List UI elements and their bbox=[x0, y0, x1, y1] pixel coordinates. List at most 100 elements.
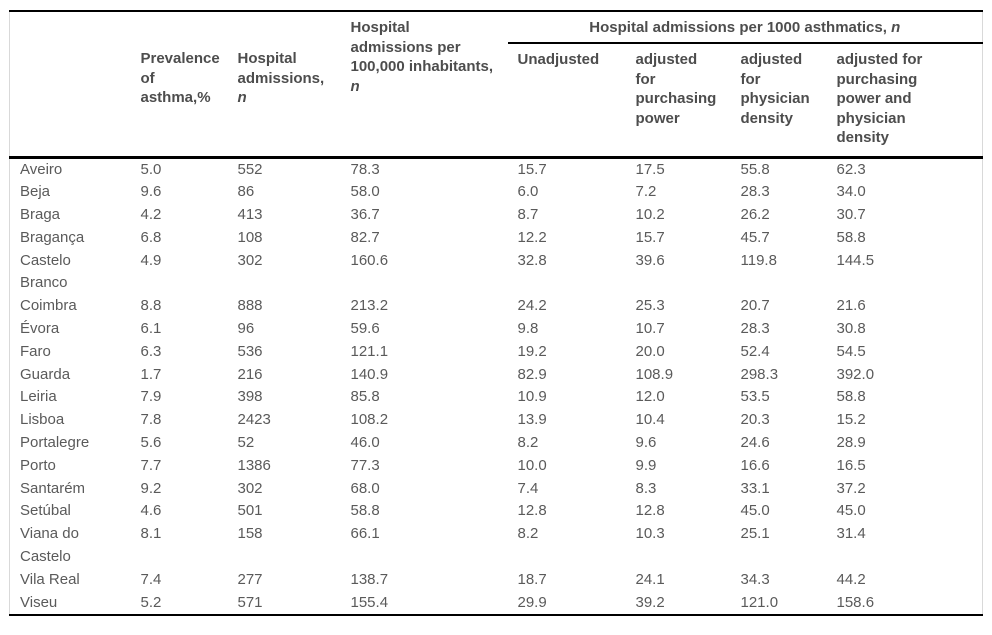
header-italic-n: n bbox=[350, 77, 360, 95]
table-row: Beja 9.6 86 58.0 6.0 7.2 28.3 34.0 bbox=[10, 181, 983, 204]
value-cell: 302 bbox=[237, 479, 263, 497]
value-cell: 15.7 bbox=[635, 228, 665, 246]
table-row: Viana do Castelo 8.1 158 66.1 8.2 10.3 25.1 31.… bbox=[10, 523, 983, 569]
value-cell: 26.2 bbox=[740, 206, 770, 224]
header-hospital-admissions: Hospital admissions, n bbox=[227, 43, 341, 159]
value-cell: 6.1 bbox=[140, 320, 162, 338]
value-cell: 20.0 bbox=[635, 342, 665, 360]
header-unadjusted: Unadjusted bbox=[507, 43, 626, 159]
value-cell: 571 bbox=[237, 593, 263, 611]
value-cell: 54.5 bbox=[836, 342, 866, 360]
value-cell: 46.0 bbox=[350, 434, 380, 452]
value-cell: 9.6 bbox=[635, 434, 657, 452]
value-cell: 32.8 bbox=[517, 251, 547, 269]
value-cell: 24.6 bbox=[740, 434, 770, 452]
value-cell: 96 bbox=[237, 320, 255, 338]
district-cell: Beja bbox=[20, 183, 51, 201]
value-cell: 21.6 bbox=[836, 297, 866, 315]
value-cell: 20.3 bbox=[740, 411, 770, 429]
header-sub-row: Prevalence of asthma,% Hospital admissio… bbox=[9, 43, 983, 159]
table-row: Évora 6.1 96 59.6 9.8 10.7 28.3 30.8 bbox=[10, 318, 983, 341]
table-row: Bragança 6.8 108 82.7 12.2 15.7 45.7 58.8 bbox=[10, 227, 983, 250]
value-cell: 10.9 bbox=[517, 388, 547, 406]
header-adjusted-both: adjusted for purchasing power and physic… bbox=[826, 43, 983, 159]
value-cell: 77.3 bbox=[350, 456, 380, 474]
value-cell: 39.2 bbox=[635, 593, 665, 611]
value-cell: 15.7 bbox=[517, 160, 547, 178]
value-cell: 108.9 bbox=[635, 365, 674, 383]
district-cell: Faro bbox=[20, 342, 51, 360]
value-cell: 108.2 bbox=[350, 411, 389, 429]
value-cell: 37.2 bbox=[836, 479, 866, 497]
header-label: adjusted for purchasing power and physic… bbox=[836, 51, 923, 146]
value-cell: 18.7 bbox=[517, 570, 547, 588]
header-italic-n: n bbox=[891, 19, 901, 36]
table-body: Aveiro 5.0 552 78.3 15.7 17.5 55.8 62.3 Beja 9.6 8… bbox=[10, 157, 983, 615]
value-cell: 7.2 bbox=[635, 183, 657, 201]
table-header: Hospital admissions per 100,000 inhabita… bbox=[9, 11, 983, 159]
header-label: Prevalence of asthma,% bbox=[140, 50, 220, 106]
district-cell: Bragança bbox=[20, 228, 85, 246]
value-cell: 12.0 bbox=[635, 388, 665, 406]
district-cell: Porto bbox=[20, 456, 56, 474]
value-cell: 277 bbox=[237, 570, 263, 588]
header-label: adjusted for physician density bbox=[740, 51, 810, 127]
value-cell: 53.5 bbox=[740, 388, 770, 406]
value-cell: 10.7 bbox=[635, 320, 665, 338]
table-row: Santarém 9.2 302 68.0 7.4 8.3 33.1 37.2 bbox=[10, 478, 983, 501]
value-cell: 45.0 bbox=[836, 502, 866, 520]
header-group-row: Hospital admissions per 100,000 inhabita… bbox=[10, 11, 983, 159]
value-cell: 28.3 bbox=[740, 320, 770, 338]
value-cell: 121.1 bbox=[350, 342, 389, 360]
table-row: Leiria 7.9 398 85.8 10.9 12.0 53.5 58.8 bbox=[10, 386, 983, 409]
district-cell: Viana do Castelo bbox=[20, 525, 79, 566]
header-label: Unadjusted bbox=[517, 51, 600, 68]
value-cell: 144.5 bbox=[836, 251, 875, 269]
value-cell: 58.8 bbox=[836, 388, 866, 406]
value-cell: 45.7 bbox=[740, 228, 770, 246]
value-cell: 39.6 bbox=[635, 251, 665, 269]
header-group-per-1000-asthmatics: Hospital admissions per 1000 asthmatics,… bbox=[507, 11, 983, 44]
value-cell: 8.2 bbox=[517, 434, 539, 452]
value-cell: 24.1 bbox=[635, 570, 665, 588]
value-cell: 58.8 bbox=[350, 502, 380, 520]
header-label: Hospital admissions per 1000 asthmatics, bbox=[589, 19, 892, 36]
value-cell: 8.7 bbox=[517, 206, 539, 224]
district-cell: Castelo Branco bbox=[20, 251, 71, 292]
value-cell: 82.9 bbox=[517, 365, 547, 383]
header-per-100000: Hospital admissions per 100,000 inhabita… bbox=[340, 11, 508, 159]
header-italic-n: n bbox=[237, 89, 247, 106]
table-row: Braga 4.2 413 36.7 8.7 10.2 26.2 30.7 bbox=[10, 204, 983, 227]
district-cell: Santarém bbox=[20, 479, 86, 497]
table-row: Aveiro 5.0 552 78.3 15.7 17.5 55.8 62.3 bbox=[10, 157, 983, 181]
value-cell: 5.6 bbox=[140, 434, 162, 452]
header-adjusted-physician-density: adjusted for physician density bbox=[730, 43, 827, 159]
header-adjusted-purchasing-power: adjusted for purchasing power bbox=[625, 43, 731, 159]
value-cell: 30.7 bbox=[836, 206, 866, 224]
district-cell: Guarda bbox=[20, 365, 71, 383]
table-row: Vila Real 7.4 277 138.7 18.7 24.1 34.3 44.2 bbox=[10, 569, 983, 592]
value-cell: 12.8 bbox=[517, 502, 547, 520]
value-cell: 17.5 bbox=[635, 160, 665, 178]
value-cell: 31.4 bbox=[836, 525, 866, 543]
value-cell: 16.5 bbox=[836, 456, 866, 474]
value-cell: 7.4 bbox=[517, 479, 539, 497]
table-row: Coimbra 8.8 888 213.2 24.2 25.3 20.7 21.6 bbox=[10, 295, 983, 318]
value-cell: 501 bbox=[237, 502, 263, 520]
empty-header-cell bbox=[10, 11, 131, 43]
table-row: Guarda 1.7 216 140.9 82.9 108.9 298.3 392.0 bbox=[10, 364, 983, 387]
empty-header-cell bbox=[9, 43, 131, 159]
value-cell: 140.9 bbox=[350, 365, 389, 383]
header-prevalence: Prevalence of asthma,% bbox=[130, 43, 228, 159]
value-cell: 44.2 bbox=[836, 570, 866, 588]
value-cell: 24.2 bbox=[517, 297, 547, 315]
value-cell: 552 bbox=[237, 160, 263, 178]
value-cell: 155.4 bbox=[350, 593, 389, 611]
value-cell: 78.3 bbox=[350, 160, 380, 178]
district-cell: Coimbra bbox=[20, 297, 77, 315]
value-cell: 298.3 bbox=[740, 365, 779, 383]
value-cell: 160.6 bbox=[350, 251, 389, 269]
value-cell: 7.9 bbox=[140, 388, 162, 406]
value-cell: 33.1 bbox=[740, 479, 770, 497]
value-cell: 30.8 bbox=[836, 320, 866, 338]
